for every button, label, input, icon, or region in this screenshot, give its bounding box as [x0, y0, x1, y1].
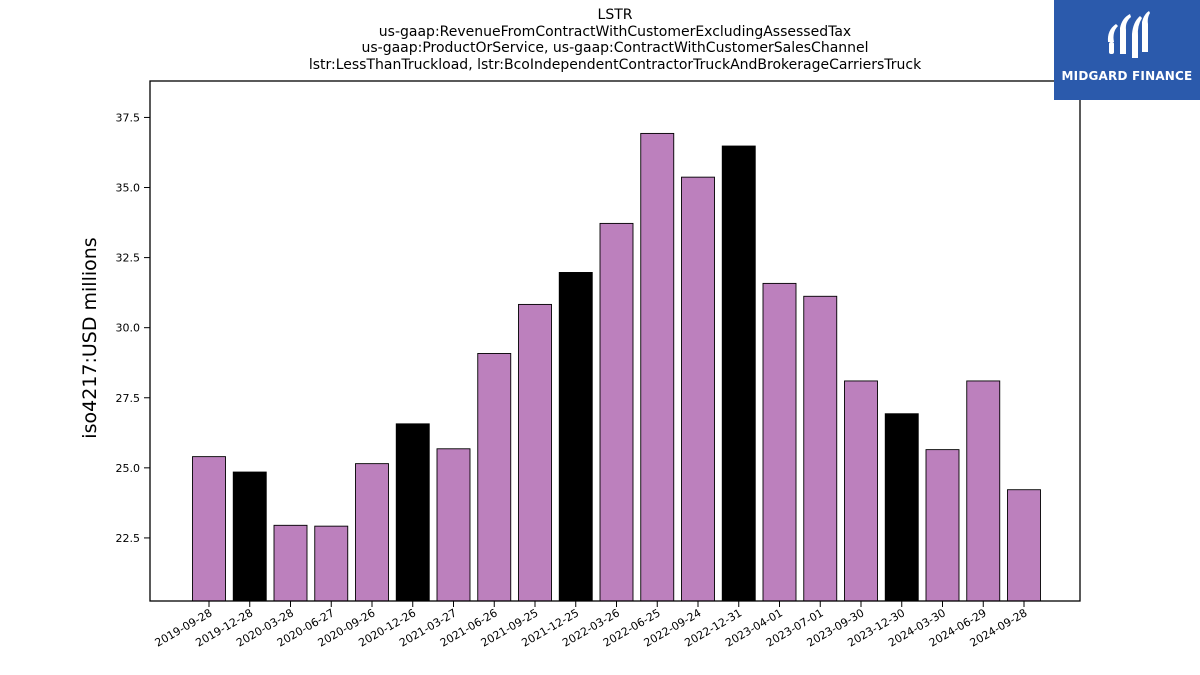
bar-2021-06-26: [477, 353, 512, 602]
bar-2024-03-30: [925, 449, 960, 602]
y-axis-label: iso4217:USD millions: [79, 237, 101, 439]
bar-2021-03-27: [436, 448, 471, 602]
bar-2022-03-26: [599, 222, 634, 602]
bar-2024-06-29: [966, 380, 1001, 602]
bar-2023-07-01: [803, 295, 838, 602]
bar-2022-12-31: [721, 145, 756, 602]
y-tick-label: 25.0: [116, 462, 141, 475]
y-tick-label: 32.5: [116, 252, 141, 265]
bar-2019-12-28: [232, 471, 267, 602]
bar-2023-09-30: [844, 380, 878, 602]
bar-2020-06-27: [314, 525, 349, 602]
bar-2021-09-25: [518, 303, 552, 602]
bar-2020-12-26: [395, 423, 430, 602]
plot-frame: [149, 80, 1081, 602]
bar-2024-09-28: [1007, 489, 1041, 602]
company-logo: MIDGARD FINANCE: [1054, 0, 1200, 100]
bar-2023-04-01: [762, 282, 797, 602]
bar-2020-03-28: [273, 524, 308, 602]
logo-mark-icon: [1107, 11, 1150, 58]
chart-subtitle-axes: us-gaap:ProductOrService, us-gaap:Contra…: [361, 40, 869, 56]
bar-2021-12-25: [558, 272, 593, 602]
y-tick-label: 27.5: [116, 392, 141, 405]
bar-2022-06-25: [640, 132, 675, 602]
y-tick-label: 35.0: [116, 182, 141, 195]
chart-subtitle-members: lstr:LessThanTruckload, lstr:BcoIndepend…: [308, 57, 922, 73]
chart-subtitle-concept: us-gaap:RevenueFromContractWithCustomerE…: [378, 24, 852, 40]
bar-2023-12-30: [884, 413, 919, 602]
bar-2020-09-26: [355, 463, 389, 602]
logo-text: MIDGARD FINANCE: [1061, 69, 1193, 83]
bar-2019-09-28: [192, 456, 226, 602]
y-tick-label: 30.0: [116, 322, 141, 335]
y-tick-label: 22.5: [116, 532, 141, 545]
y-tick-label: 37.5: [116, 111, 141, 124]
bar-2022-09-24: [681, 176, 715, 602]
chart-title: LSTR: [597, 7, 633, 23]
